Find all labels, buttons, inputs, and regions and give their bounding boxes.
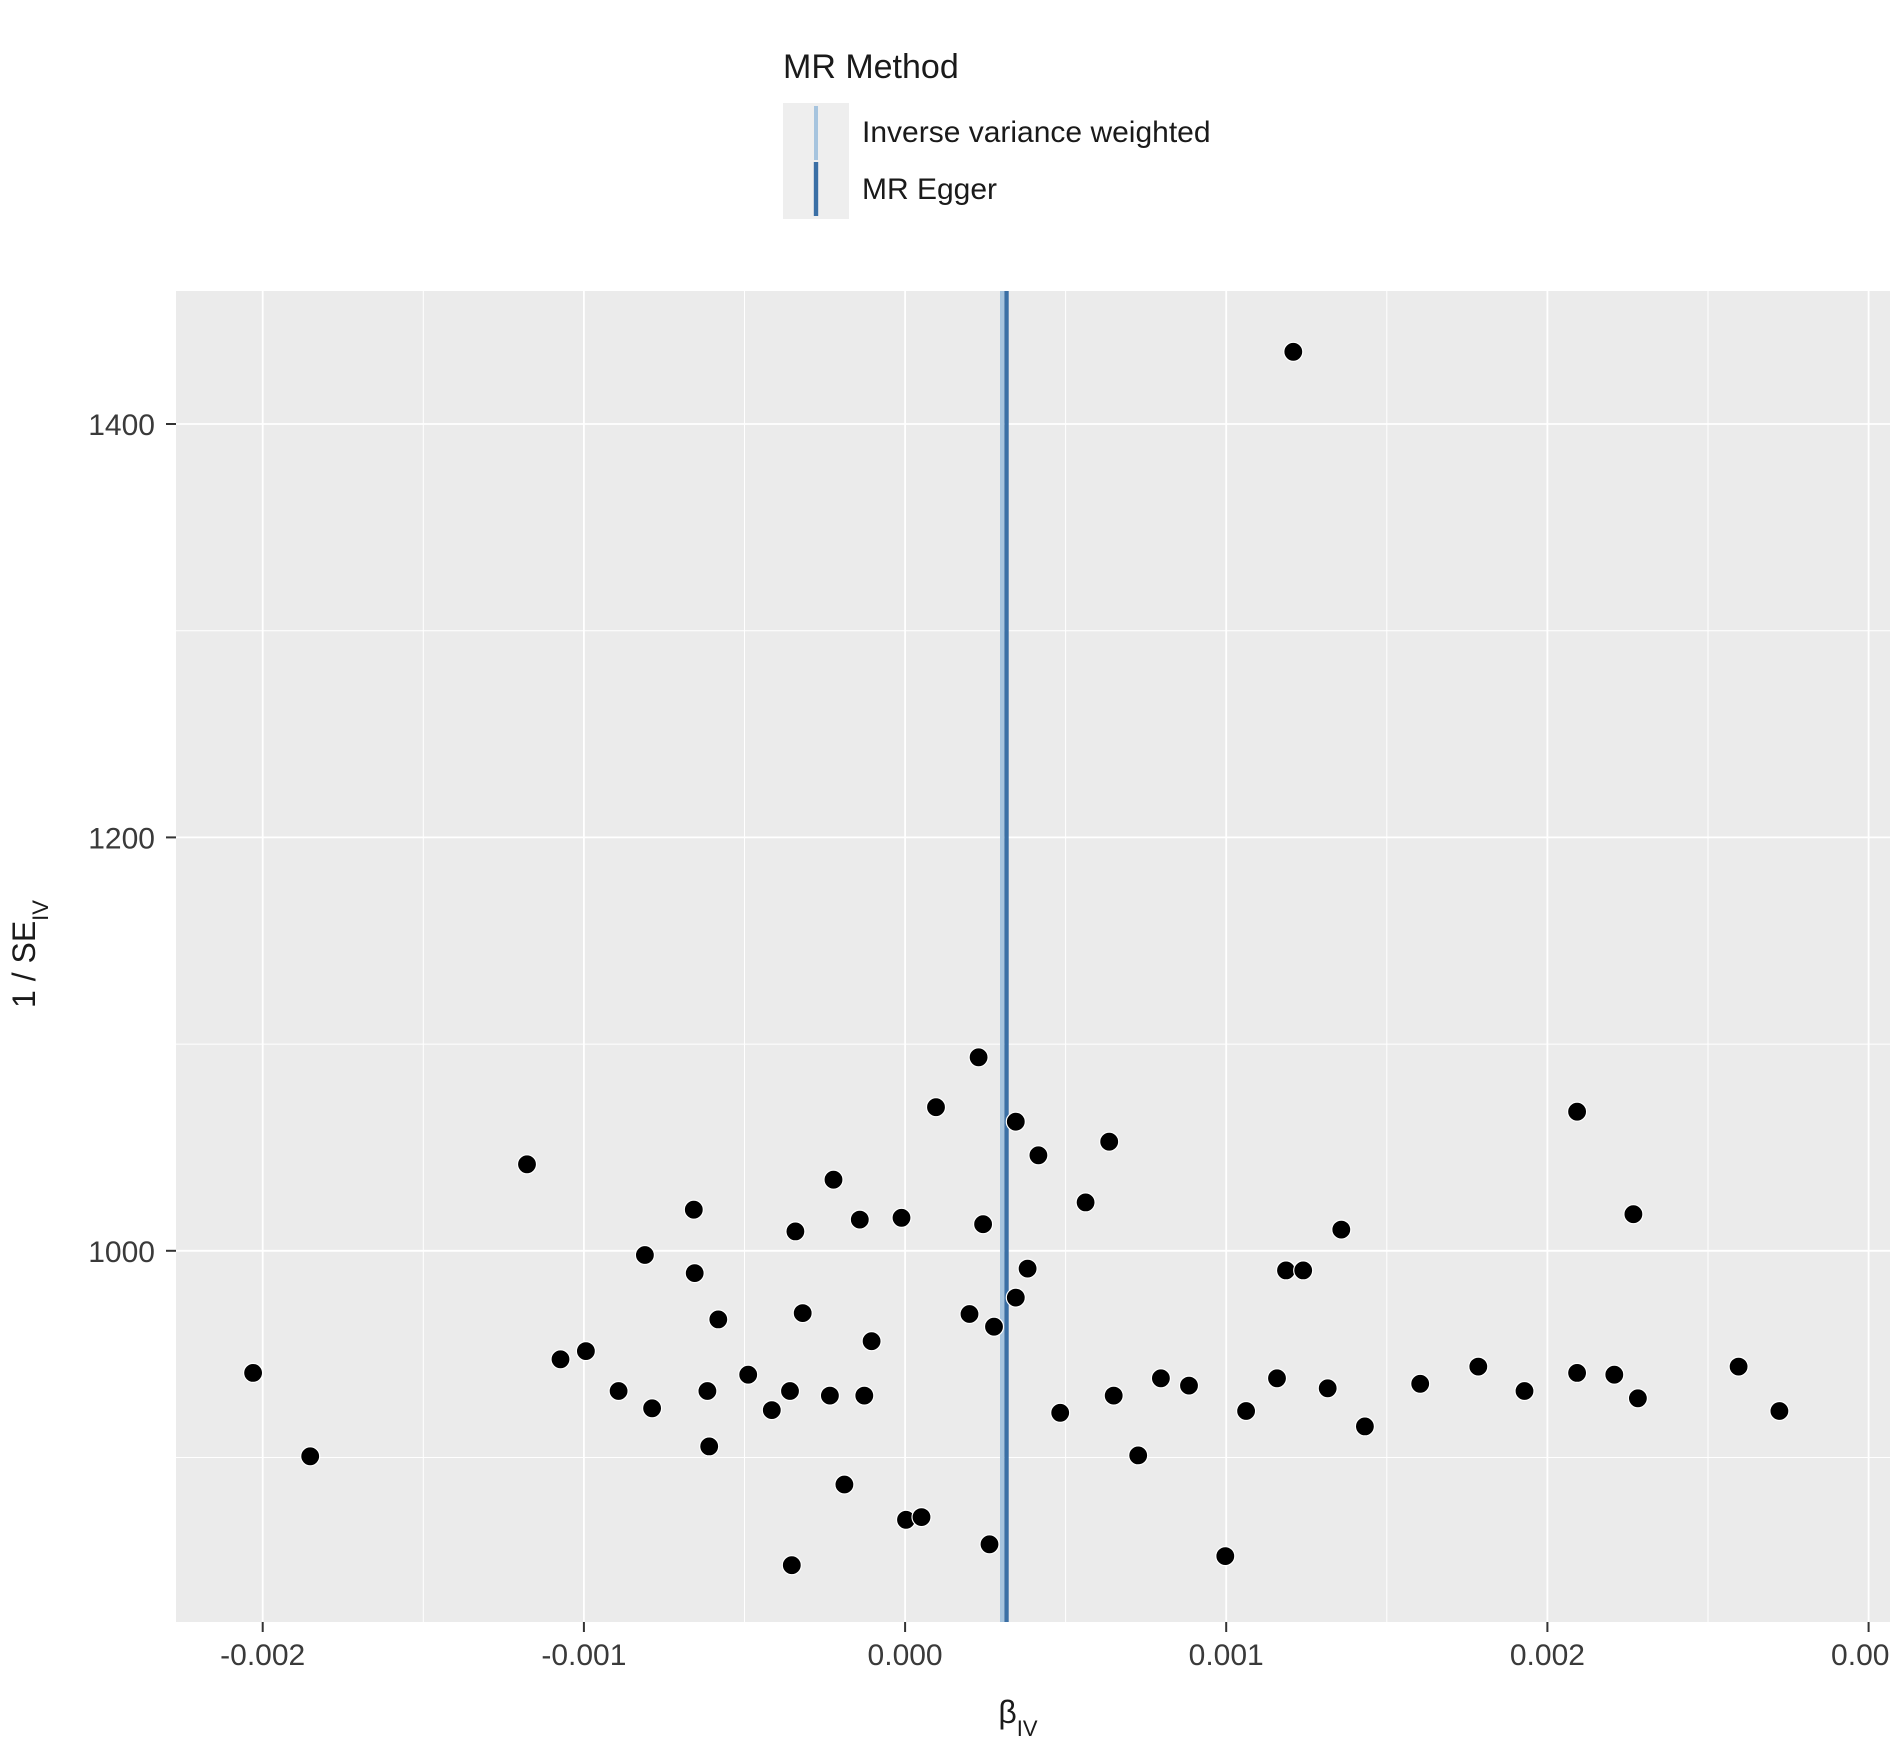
svg-text:MR Egger: MR Egger	[862, 173, 997, 206]
svg-text:Inverse variance weighted: Inverse variance weighted	[862, 116, 1211, 149]
svg-text:0.000: 0.000	[868, 1639, 943, 1672]
svg-text:0.002: 0.002	[1510, 1639, 1585, 1672]
svg-text:1400: 1400	[88, 409, 155, 442]
svg-text:1000: 1000	[88, 1236, 155, 1269]
svg-text:0.003: 0.003	[1831, 1639, 1890, 1672]
svg-text:1200: 1200	[88, 822, 155, 855]
svg-text:MR Method: MR Method	[783, 48, 959, 86]
svg-text:-0.002: -0.002	[220, 1639, 305, 1672]
svg-text:-0.001: -0.001	[541, 1639, 626, 1672]
svg-text:0.001: 0.001	[1189, 1639, 1264, 1672]
